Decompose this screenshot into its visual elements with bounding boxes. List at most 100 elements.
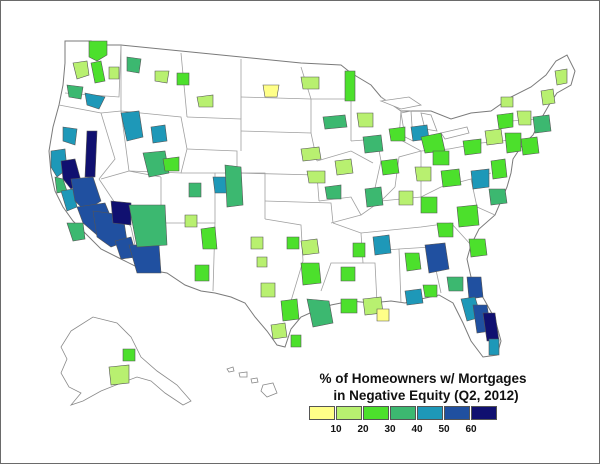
metro-area	[286, 236, 300, 250]
metro-area	[120, 110, 144, 142]
metro-area	[306, 170, 326, 184]
metro-area	[306, 298, 334, 328]
metro-area	[126, 56, 142, 74]
metro-area	[290, 334, 302, 348]
metro-area	[108, 364, 130, 386]
metro-area	[280, 298, 300, 322]
metro-area	[420, 132, 446, 154]
legend-swatch	[363, 406, 389, 420]
metro-area	[554, 68, 568, 86]
metro-area	[436, 222, 454, 238]
legend-swatch	[309, 406, 335, 420]
metro-area	[364, 186, 384, 208]
metro-area	[84, 92, 106, 110]
metro-area	[128, 244, 162, 274]
metro-area	[122, 348, 136, 362]
metro-area	[260, 282, 276, 298]
metro-area	[404, 252, 422, 272]
metro-area	[424, 242, 450, 274]
metro-area	[150, 124, 168, 144]
metro-area	[504, 132, 522, 154]
metro-area	[66, 222, 86, 242]
metro-area	[324, 184, 342, 200]
metro-area	[440, 168, 462, 188]
legend-swatch	[471, 406, 497, 420]
metro-area	[414, 166, 432, 182]
metro-area	[256, 256, 268, 268]
metro-area	[72, 60, 90, 80]
metro-area	[194, 264, 210, 282]
metro-area	[488, 188, 508, 206]
metro-area	[334, 158, 354, 176]
legend-swatch	[336, 406, 362, 420]
metro-area	[422, 284, 438, 298]
metro-area	[352, 242, 366, 258]
metro-area	[262, 84, 280, 98]
metro-area	[470, 168, 490, 190]
metro-areas	[50, 40, 568, 386]
metro-area	[398, 190, 414, 206]
metro-area	[344, 70, 356, 102]
metro-area	[84, 130, 98, 178]
legend-tick-label: 10	[330, 424, 342, 435]
legend-title-line2: in Negative Equity (Q2, 2012)	[333, 388, 519, 403]
metro-area	[362, 134, 384, 154]
metro-area	[532, 114, 552, 134]
metro-area	[188, 182, 202, 198]
metro-area	[300, 146, 322, 162]
metro-area	[468, 238, 488, 258]
great-lakes	[379, 96, 470, 142]
metro-area	[300, 238, 320, 256]
legend-tick-label: 40	[411, 424, 423, 435]
metro-area	[154, 70, 170, 84]
metro-area	[446, 276, 464, 292]
metro-area	[162, 156, 180, 172]
metro-area	[496, 112, 514, 130]
legend-tick-label: 20	[357, 424, 369, 435]
metro-area	[420, 196, 438, 214]
metro-area	[184, 214, 198, 228]
legend-swatch	[444, 406, 470, 420]
metro-area	[516, 110, 532, 126]
metro-area	[388, 126, 406, 142]
metro-area	[484, 128, 504, 146]
metro-area	[200, 226, 218, 250]
metro-area	[340, 266, 356, 282]
metro-area	[300, 262, 322, 286]
metro-area	[380, 158, 400, 176]
metro-area	[88, 40, 108, 62]
metro-area	[540, 88, 556, 106]
metro-area	[490, 158, 508, 180]
legend-swatch	[417, 406, 443, 420]
metro-area	[376, 308, 390, 322]
metro-area	[196, 94, 214, 108]
metro-area	[250, 236, 264, 250]
legend-title-line1: % of Homeowners w/ Mortgages	[319, 371, 527, 386]
metro-area	[300, 76, 320, 90]
metro-area	[462, 138, 482, 156]
metro-area	[488, 338, 500, 356]
metro-area	[224, 164, 244, 208]
metro-area	[322, 114, 348, 130]
metro-area	[372, 234, 392, 256]
legend-tick-label: 30	[384, 424, 396, 435]
metro-area	[500, 96, 514, 108]
metro-area	[340, 298, 358, 314]
metro-area	[90, 60, 106, 84]
metro-area	[270, 322, 288, 340]
metro-area	[456, 204, 480, 228]
metro-area	[142, 150, 170, 178]
metro-area	[176, 72, 190, 86]
metro-area	[404, 288, 424, 306]
metro-area	[110, 200, 132, 226]
metro-area	[108, 66, 120, 80]
hawaii-islands	[226, 366, 278, 398]
metro-area	[432, 150, 450, 166]
metro-area	[520, 136, 540, 156]
metro-area	[66, 84, 84, 100]
legend-swatch	[390, 406, 416, 420]
legend-tick-label: 60	[465, 424, 477, 435]
metro-area	[128, 204, 168, 248]
